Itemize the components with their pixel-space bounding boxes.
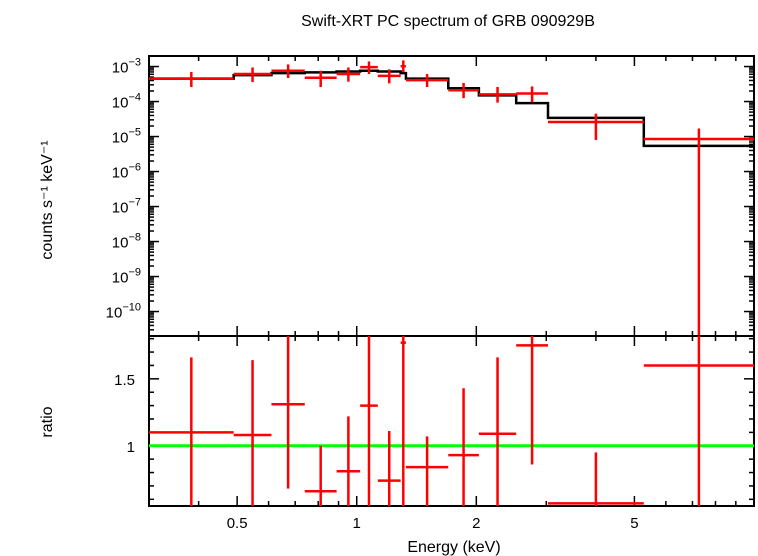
- ratio-data-point: [405, 436, 449, 506]
- top-y-tick-label: 10−4: [112, 92, 141, 112]
- ratio-data-point: [478, 357, 517, 506]
- spectrum-data-point: [547, 113, 644, 140]
- ratio-data-point: [304, 445, 337, 506]
- top-y-tick-label: 10−8: [112, 232, 141, 252]
- ratio-data-point: [336, 416, 361, 506]
- x-tick-label: 5: [630, 515, 638, 532]
- spectrum-data-point: [360, 61, 378, 75]
- spectrum-data-point: [400, 60, 406, 73]
- top-plot-frame: [148, 55, 755, 337]
- x-tick-label: 2: [472, 515, 480, 532]
- x-tick-label: 1: [353, 515, 361, 532]
- ratio-data-point: [643, 336, 754, 506]
- spectrum-data-point: [149, 71, 234, 88]
- spectrum-data-point: [377, 69, 401, 84]
- spectrum-data-point: [336, 67, 361, 82]
- chart-title: Swift-XRT PC spectrum of GRB 090929B: [301, 13, 595, 30]
- top-y-tick-label: 10−3: [112, 57, 141, 77]
- ratio-data-point: [516, 336, 548, 465]
- ratio-data-point: [233, 360, 272, 506]
- spectrum-data-point: [478, 87, 517, 103]
- spectrum-data-point: [516, 86, 548, 103]
- ratio-data-point: [400, 336, 406, 506]
- spectrum-data-point: [405, 74, 449, 88]
- ratio-data-point: [547, 452, 644, 506]
- top-y-tick-label: 10−6: [112, 162, 141, 182]
- spectrum-data-point: [448, 82, 479, 99]
- ratio-data-point: [377, 431, 401, 506]
- spectrum-data-point: [271, 64, 305, 79]
- ratio-data-point: [360, 336, 378, 506]
- x-axis-label: Energy (keV): [407, 539, 500, 556]
- spectrum-data-point: [304, 70, 337, 88]
- top-y-tick-label: 10−9: [112, 267, 141, 287]
- model-step-line: [149, 69, 754, 148]
- spectrum-panel: 10−3 10−4 10−5 10−6 10−7 10−8 10−9 10−10: [106, 55, 755, 337]
- spectrum-data-point: [643, 128, 754, 336]
- bottom-plot-frame: [148, 335, 755, 507]
- top-y-tick-label: 10−10: [106, 302, 141, 322]
- top-y-tick-label: 10−5: [112, 127, 141, 147]
- bottom-y-axis-label: ratio: [39, 406, 56, 437]
- bottom-y-tick-label: 1.5: [114, 372, 135, 389]
- top-y-tick-label: 10−7: [112, 197, 141, 217]
- ratio-data-point: [271, 336, 305, 489]
- bottom-y-tick-label: 1: [127, 439, 135, 456]
- top-y-axis-label: counts s⁻¹ keV⁻¹: [39, 140, 56, 259]
- spectrum-data-point: [233, 67, 272, 83]
- x-tick-label: 0.5: [227, 515, 248, 532]
- ratio-data-point: [149, 357, 234, 506]
- ratio-data-point: [448, 388, 479, 506]
- ratio-panel: 1 1.5 0.5 1 2 5: [114, 335, 755, 532]
